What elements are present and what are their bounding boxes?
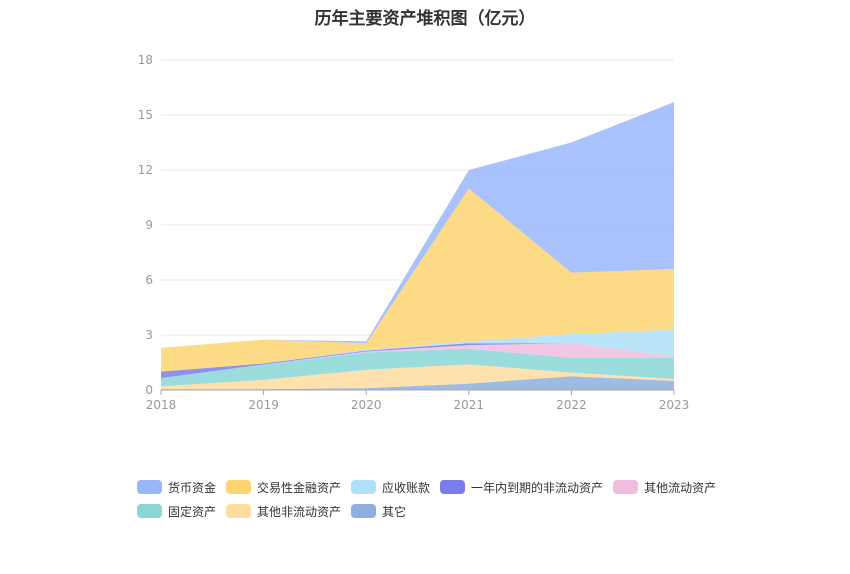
legend-item-3[interactable]: 一年内到期的非流动资产 xyxy=(440,478,603,496)
x-tick-label: 2019 xyxy=(248,398,279,412)
y-tick-label: 6 xyxy=(145,273,153,287)
legend-label: 其他非流动资产 xyxy=(257,504,342,519)
area-series-0[interactable] xyxy=(161,376,674,390)
legend-label: 其他流动资产 xyxy=(644,480,717,495)
legend-label: 货币资金 xyxy=(168,480,217,495)
legend-label: 交易性金融资产 xyxy=(257,480,342,495)
legend-item-2[interactable]: 应收账款 xyxy=(351,478,430,496)
stacked-area-chart: 0 3 6 9 12 15 18 2018 2019 2020 2021 2022 2023 xyxy=(138,53,690,412)
x-tick-label: 2018 xyxy=(146,398,177,412)
legend-swatch xyxy=(351,480,377,494)
legend-swatch xyxy=(440,480,466,494)
y-tick-label: 3 xyxy=(145,328,153,342)
area-layer xyxy=(161,102,674,390)
legend-swatch xyxy=(613,480,639,494)
y-tick-label: 15 xyxy=(138,108,153,122)
area-series-7[interactable] xyxy=(161,102,674,348)
legend-swatch xyxy=(137,504,162,518)
legend-item-5[interactable]: 固定资产 xyxy=(137,502,216,520)
x-tick-label: 2022 xyxy=(556,398,587,412)
x-tick-label: 2023 xyxy=(659,398,690,412)
legend-swatch xyxy=(137,480,162,494)
legend-item-6[interactable]: 其他非流动资产 xyxy=(226,502,341,520)
axis-layer: 0 3 6 9 12 15 18 2018 2019 2020 2021 2022 2023 xyxy=(138,53,690,412)
y-tick-label: 18 xyxy=(138,53,153,67)
y-tick-label: 9 xyxy=(145,218,153,232)
chart-title: 历年主要资产堆积图（亿元） xyxy=(314,9,536,29)
legend: 货币资金 交易性金融资产 应收账款 一年内到期的非流动资产 其他流动资产固定资产 其他非流… xyxy=(137,478,737,520)
area-series-5[interactable] xyxy=(161,329,674,372)
legend-swatch xyxy=(226,504,252,518)
y-tick-label: 12 xyxy=(138,163,153,177)
legend-label: 一年内到期的非流动资产 xyxy=(471,480,604,495)
x-tick-label: 2021 xyxy=(454,398,485,412)
y-tick-label: 0 xyxy=(145,383,153,397)
area-series-2[interactable] xyxy=(161,348,674,387)
legend-row: 货币资金 交易性金融资产 应收账款 一年内到期的非流动资产 其他流动资产固定资产 其他非流… xyxy=(137,478,737,520)
legend-swatch xyxy=(351,504,377,518)
legend-item-0[interactable]: 货币资金 xyxy=(137,478,216,496)
legend-item-1[interactable]: 交易性金融资产 xyxy=(226,478,341,496)
legend-item-4[interactable]: 其他流动资产 xyxy=(613,478,716,496)
area-series-3[interactable] xyxy=(161,343,674,379)
area-series-6[interactable] xyxy=(161,188,674,372)
area-series-1[interactable] xyxy=(161,364,674,390)
legend-label: 固定资产 xyxy=(168,504,217,519)
x-tick-label: 2020 xyxy=(351,398,382,412)
legend-label: 应收账款 xyxy=(382,480,431,495)
legend-item-7[interactable]: 其它 xyxy=(351,502,406,520)
legend-label: 其它 xyxy=(382,504,407,519)
legend-swatch xyxy=(226,480,252,494)
